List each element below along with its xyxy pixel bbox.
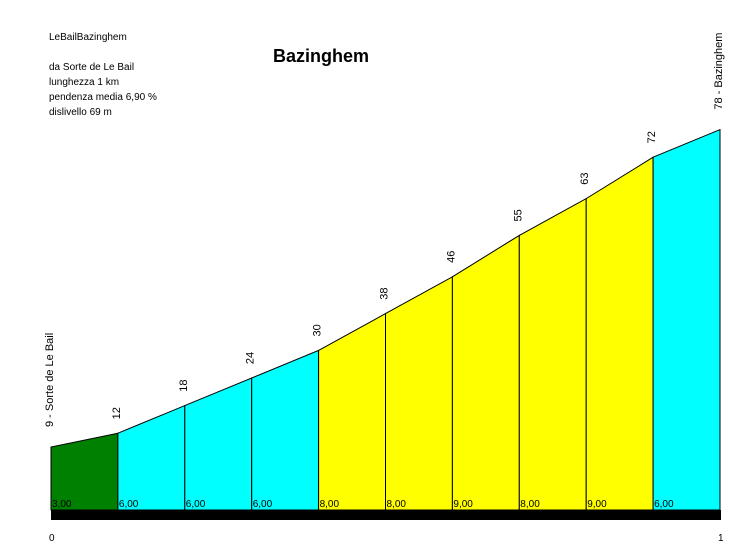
segment-gradient-label: 8,00 <box>520 499 540 510</box>
segment-area <box>184 377 253 511</box>
segment-area <box>385 275 453 511</box>
segment-gradient-label: 9,00 <box>587 499 607 510</box>
altitude-label: 18 <box>178 379 190 391</box>
segment-area <box>652 128 721 511</box>
segment-gradient-label: 8,00 <box>320 499 340 510</box>
start-point-text: da Sorte de Le Bail <box>49 62 135 73</box>
altitude-label: 38 <box>379 287 391 299</box>
segment-gradient-label: 8,00 <box>387 499 407 510</box>
altitude-label: 78 - Bazinghem <box>713 33 725 110</box>
segment-gradient-label: 3,00 <box>52 499 72 510</box>
segment-area <box>518 197 587 511</box>
altitude-label: 55 <box>512 209 524 221</box>
segment-area <box>585 156 654 511</box>
x-tick-label: 0 <box>49 533 55 544</box>
segment-area <box>251 349 320 511</box>
profile-code: LeBailBazinghem <box>49 32 127 43</box>
chart-title: Bazinghem <box>273 46 370 66</box>
segment-gradient-label: 9,00 <box>453 499 473 510</box>
altitude-label: 12 <box>111 407 123 419</box>
baseline-bar <box>51 510 721 520</box>
altitude-label: 24 <box>245 352 257 364</box>
altitude-label: 30 <box>312 324 324 336</box>
segment-gradient-label: 6,00 <box>253 499 273 510</box>
segment-gradient-label: 6,00 <box>654 499 674 510</box>
segment-gradient-label: 6,00 <box>119 499 139 510</box>
segment-area <box>451 234 520 511</box>
altitude-label: 46 <box>445 251 457 263</box>
length-text: lunghezza 1 km <box>49 77 120 88</box>
avg-gradient-text: pendenza media 6,90 % <box>49 92 157 103</box>
elevation-gain-text: dislivello 69 m <box>49 107 112 118</box>
altitude-label: 9 - Sorte de Le Bail <box>44 333 56 427</box>
segment-area <box>117 404 186 511</box>
altitude-label: 63 <box>579 172 591 184</box>
segment-area <box>318 312 386 511</box>
x-tick-label: 1 <box>718 533 724 544</box>
altitude-label: 72 <box>646 131 658 143</box>
segment-gradient-label: 6,00 <box>186 499 206 510</box>
